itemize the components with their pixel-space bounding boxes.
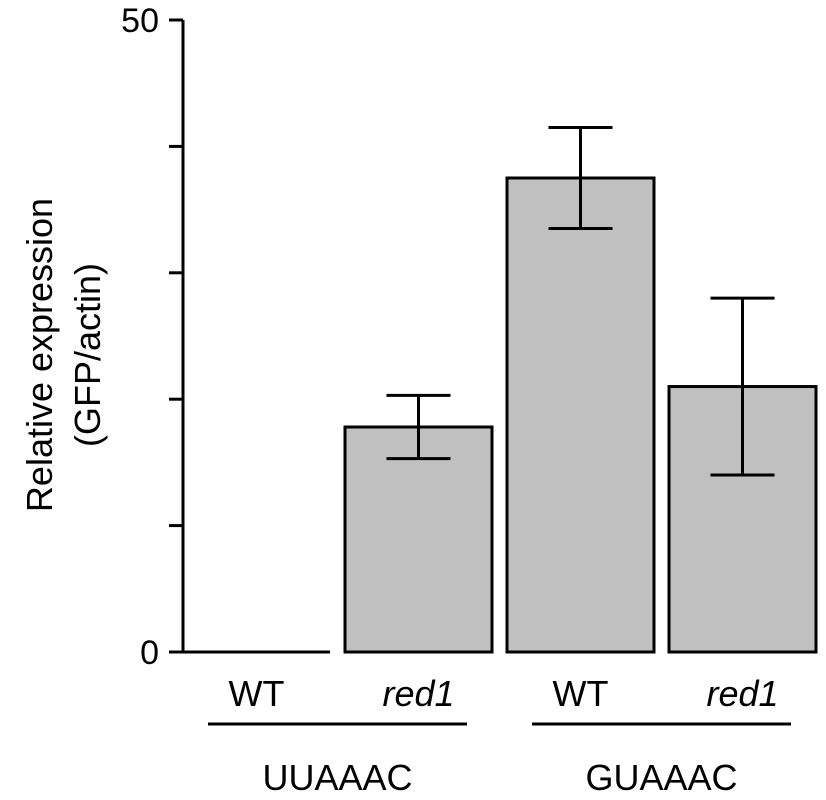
- x-category-labels: WT red1 WT red1: [229, 673, 779, 714]
- x-category-label: red1: [382, 673, 454, 714]
- bar: [505, 176, 656, 654]
- y-tick-label: 50: [121, 2, 159, 40]
- x-category-label: WT: [553, 673, 609, 714]
- error-bars: [386, 125, 775, 477]
- group-label: GUAAAC: [585, 757, 737, 798]
- y-axis-title-line1: Relative expression: [19, 198, 60, 512]
- y-axis-title-line2: (GFP/actin): [67, 263, 108, 447]
- y-axis: 0 50: [121, 2, 330, 672]
- x-category-label: red1: [706, 673, 778, 714]
- x-category-label: WT: [229, 673, 285, 714]
- y-tick-label: 0: [140, 634, 159, 672]
- group-label: UUAAAC: [262, 757, 412, 798]
- group-labels: UUAAAC GUAAAC: [208, 722, 791, 798]
- bar: [343, 425, 494, 654]
- bars: [343, 176, 818, 654]
